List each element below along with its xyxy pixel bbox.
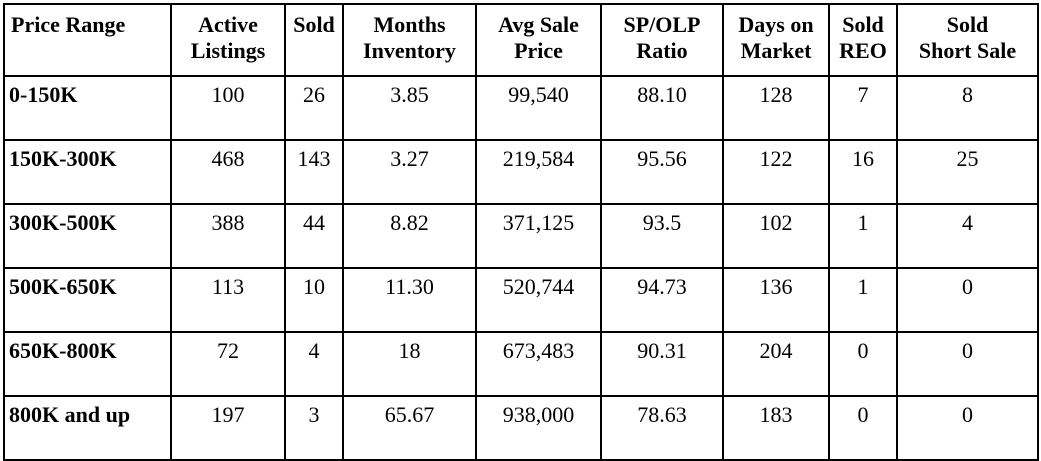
cell-avg-sale-price: 938,000 — [477, 397, 602, 461]
cell-avg-sale-price: 99,540 — [477, 77, 602, 141]
cell-sold-reo: 16 — [830, 141, 898, 205]
header-avg-sale-price: Avg Sale Price — [477, 5, 602, 77]
cell-avg-sale-price: 371,125 — [477, 205, 602, 269]
cell-days-on-market: 136 — [724, 269, 830, 333]
cell-sold-short-sale: 0 — [898, 333, 1039, 397]
header-days-on-market-line1: Days on — [738, 12, 814, 37]
cell-active-listings: 388 — [172, 205, 286, 269]
cell-price-range: 300K-500K — [5, 205, 172, 269]
cell-price-range: 650K-800K — [5, 333, 172, 397]
cell-sold-short-sale: 4 — [898, 205, 1039, 269]
cell-sold: 44 — [286, 205, 344, 269]
header-avg-sale-price-line1: Avg Sale — [498, 12, 579, 37]
cell-sp-olp-ratio: 90.31 — [602, 333, 724, 397]
header-days-on-market: Days on Market — [724, 5, 830, 77]
cell-days-on-market: 204 — [724, 333, 830, 397]
header-sold-reo-line2: REO — [839, 38, 887, 63]
cell-avg-sale-price: 219,584 — [477, 141, 602, 205]
cell-sold-short-sale: 25 — [898, 141, 1039, 205]
price-range-stats-table: Price Range Active Listings Sold Months … — [3, 3, 1039, 461]
cell-months-inventory: 3.27 — [344, 141, 477, 205]
cell-sold: 4 — [286, 333, 344, 397]
table-row: 150K-300K 468 143 3.27 219,584 95.56 122… — [5, 141, 1039, 205]
header-sold-short-sale: Sold Short Sale — [898, 5, 1039, 77]
cell-sold-reo: 0 — [830, 333, 898, 397]
header-sold-short-sale-line1: Sold — [946, 12, 989, 37]
cell-months-inventory: 3.85 — [344, 77, 477, 141]
header-sold-reo: Sold REO — [830, 5, 898, 77]
table-body: 0-150K 100 26 3.85 99,540 88.10 128 7 8 … — [5, 77, 1039, 461]
cell-sold-short-sale: 0 — [898, 397, 1039, 461]
header-active-listings-line1: Active — [198, 12, 258, 37]
cell-sold: 26 — [286, 77, 344, 141]
table-row: 0-150K 100 26 3.85 99,540 88.10 128 7 8 — [5, 77, 1039, 141]
cell-months-inventory: 11.30 — [344, 269, 477, 333]
cell-sp-olp-ratio: 88.10 — [602, 77, 724, 141]
cell-avg-sale-price: 520,744 — [477, 269, 602, 333]
cell-sp-olp-ratio: 94.73 — [602, 269, 724, 333]
header-sp-olp-ratio-line2: Ratio — [636, 38, 688, 63]
cell-active-listings: 197 — [172, 397, 286, 461]
cell-days-on-market: 128 — [724, 77, 830, 141]
cell-sold: 143 — [286, 141, 344, 205]
cell-sp-olp-ratio: 93.5 — [602, 205, 724, 269]
header-active-listings: Active Listings — [172, 5, 286, 77]
header-row: Price Range Active Listings Sold Months … — [5, 5, 1039, 77]
cell-active-listings: 468 — [172, 141, 286, 205]
cell-sold: 10 — [286, 269, 344, 333]
cell-price-range: 0-150K — [5, 77, 172, 141]
cell-sold-short-sale: 0 — [898, 269, 1039, 333]
cell-price-range: 150K-300K — [5, 141, 172, 205]
cell-days-on-market: 122 — [724, 141, 830, 205]
table-row: 300K-500K 388 44 8.82 371,125 93.5 102 1… — [5, 205, 1039, 269]
cell-active-listings: 113 — [172, 269, 286, 333]
header-avg-sale-price-line2: Price — [514, 38, 563, 63]
cell-months-inventory: 18 — [344, 333, 477, 397]
header-price-range: Price Range — [5, 5, 172, 77]
table-row: 650K-800K 72 4 18 673,483 90.31 204 0 0 — [5, 333, 1039, 397]
header-days-on-market-line2: Market — [740, 38, 812, 63]
cell-sold-short-sale: 8 — [898, 77, 1039, 141]
header-months-inventory: Months Inventory — [344, 5, 477, 77]
cell-sold-reo: 1 — [830, 269, 898, 333]
cell-days-on-market: 102 — [724, 205, 830, 269]
cell-price-range: 500K-650K — [5, 269, 172, 333]
cell-sp-olp-ratio: 95.56 — [602, 141, 724, 205]
cell-sp-olp-ratio: 78.63 — [602, 397, 724, 461]
table-row: 500K-650K 113 10 11.30 520,744 94.73 136… — [5, 269, 1039, 333]
header-active-listings-line2: Listings — [190, 38, 266, 63]
header-sp-olp-ratio-line1: SP/OLP — [623, 12, 701, 37]
cell-months-inventory: 65.67 — [344, 397, 477, 461]
cell-sold-reo: 0 — [830, 397, 898, 461]
header-sp-olp-ratio: SP/OLP Ratio — [602, 5, 724, 77]
cell-active-listings: 72 — [172, 333, 286, 397]
header-months-inventory-line2: Inventory — [363, 38, 456, 63]
header-sold-short-sale-line2: Short Sale — [918, 38, 1017, 63]
header-sold: Sold — [286, 5, 344, 77]
cell-sold-reo: 7 — [830, 77, 898, 141]
cell-price-range: 800K and up — [5, 397, 172, 461]
cell-avg-sale-price: 673,483 — [477, 333, 602, 397]
cell-months-inventory: 8.82 — [344, 205, 477, 269]
header-sold-reo-line1: Sold — [842, 12, 884, 37]
cell-days-on-market: 183 — [724, 397, 830, 461]
header-sold-label: Sold — [293, 12, 335, 37]
table-row: 800K and up 197 3 65.67 938,000 78.63 18… — [5, 397, 1039, 461]
table-header: Price Range Active Listings Sold Months … — [5, 5, 1039, 77]
header-price-range-label: Price Range — [11, 12, 126, 37]
cell-active-listings: 100 — [172, 77, 286, 141]
cell-sold-reo: 1 — [830, 205, 898, 269]
header-months-inventory-line1: Months — [373, 12, 446, 37]
cell-sold: 3 — [286, 397, 344, 461]
